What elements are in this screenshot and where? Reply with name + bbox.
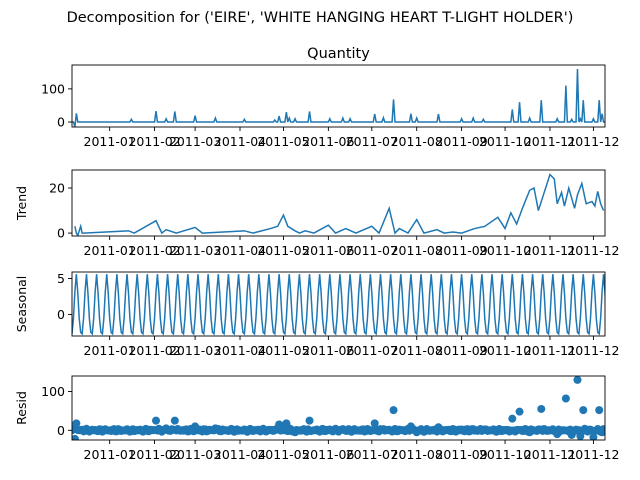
x-tick-label: 2011-04 xyxy=(214,343,266,358)
x-tick-label: 2011-01 xyxy=(84,134,136,149)
x-tick-label: 2011-08 xyxy=(391,134,443,149)
subplot-1: 01002011-012011-022011-032011-042011-052… xyxy=(41,46,619,149)
x-tick-label: 2011-02 xyxy=(128,447,180,462)
y-axis-label: Seasonal xyxy=(14,276,29,333)
x-tick-label: 2011-08 xyxy=(391,243,443,258)
x-tick-label: 2011-01 xyxy=(84,243,136,258)
axes-frame xyxy=(71,375,606,441)
plot-area xyxy=(74,173,605,236)
resid-point xyxy=(170,416,179,425)
x-tick-label: 2011-02 xyxy=(128,134,180,149)
resid-point xyxy=(152,416,161,425)
x-tick-label: 2011-02 xyxy=(128,343,180,358)
x-tick-label: 2011-11 xyxy=(524,243,576,258)
x-tick-label: 2011-07 xyxy=(346,343,398,358)
x-tick-label: 2011-08 xyxy=(391,343,443,358)
resid-point xyxy=(370,419,379,428)
y-tick-label: 20 xyxy=(49,181,65,196)
x-tick-label: 2011-03 xyxy=(169,134,221,149)
plot-area xyxy=(72,274,605,336)
plot-area xyxy=(72,68,605,127)
x-tick-label: 2011-03 xyxy=(169,243,221,258)
x-tick-label: 2011-06 xyxy=(302,134,354,149)
resid-point xyxy=(573,376,582,384)
x-tick-label: 2011-02 xyxy=(128,243,180,258)
x-tick-label: 2011-12 xyxy=(567,447,619,462)
x-tick-label: 2011-11 xyxy=(524,134,576,149)
resid-point xyxy=(561,394,570,403)
resid-point xyxy=(589,433,598,440)
subplot-2: 0202011-012011-022011-032011-042011-0520… xyxy=(14,169,620,258)
y-tick-label: 0 xyxy=(57,226,65,241)
x-tick-label: 2011-09 xyxy=(435,134,487,149)
resid-point xyxy=(579,406,588,415)
y-tick-label: 5 xyxy=(57,271,65,286)
resid-point xyxy=(537,404,546,413)
quantity-line xyxy=(72,68,605,127)
x-tick-label: 2011-01 xyxy=(84,447,136,462)
y-tick-label: 0 xyxy=(57,423,65,438)
x-tick-label: 2011-03 xyxy=(169,447,221,462)
resid-point xyxy=(72,419,81,428)
axes-frame xyxy=(71,271,606,337)
seasonal-line xyxy=(72,274,605,336)
x-tick-label: 2011-04 xyxy=(214,243,266,258)
x-tick-label: 2011-12 xyxy=(567,134,619,149)
y-axis-label: Resid xyxy=(14,391,29,425)
y-tick-label: 100 xyxy=(41,81,65,96)
x-tick-label: 2011-03 xyxy=(169,343,221,358)
x-tick-label: 2011-10 xyxy=(479,243,531,258)
resid-point xyxy=(515,407,524,416)
y-tick-label: 0 xyxy=(57,307,65,322)
resid-point xyxy=(601,426,605,435)
axes-frame xyxy=(71,169,606,237)
axes-layer: 01002011-012011-022011-032011-042011-052… xyxy=(14,46,620,462)
x-tick-label: 2011-05 xyxy=(257,243,309,258)
plot-area xyxy=(72,376,605,440)
x-tick-label: 2011-10 xyxy=(479,447,531,462)
x-tick-label: 2011-05 xyxy=(257,134,309,149)
x-tick-label: 2011-12 xyxy=(567,243,619,258)
x-tick-label: 2011-11 xyxy=(524,343,576,358)
x-tick-label: 2011-11 xyxy=(524,447,576,462)
figure-suptitle: Decomposition for ('EIRE', 'WHITE HANGIN… xyxy=(67,10,574,26)
x-tick-label: 2011-04 xyxy=(214,447,266,462)
resid-point xyxy=(595,406,604,415)
resid-point xyxy=(389,406,398,415)
subplot-title: Quantity xyxy=(307,46,370,62)
x-tick-label: 2011-06 xyxy=(302,343,354,358)
axes-frame xyxy=(71,64,606,128)
x-tick-label: 2011-06 xyxy=(302,447,354,462)
resid-point xyxy=(508,414,517,423)
x-tick-label: 2011-06 xyxy=(302,243,354,258)
x-tick-label: 2011-10 xyxy=(479,343,531,358)
resid-point xyxy=(72,434,79,440)
x-tick-label: 2011-01 xyxy=(84,343,136,358)
x-tick-label: 2011-07 xyxy=(346,134,398,149)
subplot-4: 01002011-012011-022011-032011-042011-052… xyxy=(14,375,620,462)
trend-line xyxy=(74,173,605,236)
x-tick-label: 2011-05 xyxy=(257,343,309,358)
x-tick-label: 2011-07 xyxy=(346,243,398,258)
y-tick-label: 100 xyxy=(41,384,65,399)
x-tick-label: 2011-10 xyxy=(479,134,531,149)
x-tick-label: 2011-08 xyxy=(391,447,443,462)
x-tick-label: 2011-05 xyxy=(257,447,309,462)
x-tick-label: 2011-04 xyxy=(214,134,266,149)
x-tick-label: 2011-07 xyxy=(346,447,398,462)
resid-point xyxy=(305,416,314,425)
x-tick-label: 2011-09 xyxy=(435,343,487,358)
x-tick-label: 2011-09 xyxy=(435,447,487,462)
x-tick-label: 2011-09 xyxy=(435,243,487,258)
y-tick-label: 0 xyxy=(57,115,65,130)
y-axis-label: Trend xyxy=(14,186,29,221)
x-tick-label: 2011-12 xyxy=(567,343,619,358)
subplot-3: 052011-012011-022011-032011-042011-05201… xyxy=(14,271,620,358)
